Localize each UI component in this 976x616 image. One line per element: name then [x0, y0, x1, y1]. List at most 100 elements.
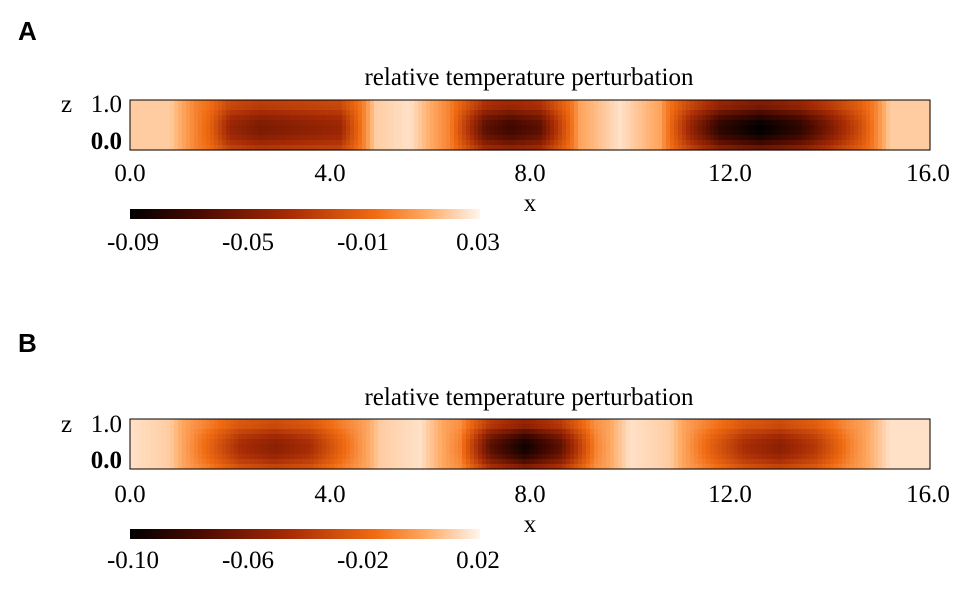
heatmap-cell [450, 110, 455, 116]
heatmap-cell [594, 100, 599, 106]
heatmap-cell [426, 120, 431, 126]
heatmap-cell [638, 125, 643, 131]
heatmap-cell [210, 424, 215, 430]
heatmap-cell [142, 130, 147, 136]
heatmap-cell [578, 434, 583, 440]
heatmap-cell [626, 434, 631, 440]
heatmap-cell [282, 105, 287, 111]
heatmap-cell [770, 110, 775, 116]
heatmap-cell [850, 135, 855, 141]
heatmap-cell [226, 459, 231, 465]
heatmap-cell [534, 459, 539, 465]
heatmap-cell [374, 130, 379, 136]
heatmap-cell [598, 140, 603, 146]
heatmap-cell [758, 135, 763, 141]
heatmap-cell [770, 449, 775, 455]
heatmap-cell [898, 105, 903, 111]
heatmap-cell [246, 424, 251, 430]
heatmap-cell [618, 429, 623, 435]
heatmap-cell [862, 125, 867, 131]
heatmap-cell [622, 444, 627, 450]
heatmap-cell [890, 100, 895, 106]
heatmap-cell [430, 419, 435, 425]
heatmap-cell [794, 120, 799, 126]
heatmap-cell [910, 424, 915, 430]
heatmap-cell [522, 100, 527, 106]
heatmap-cell [866, 424, 871, 430]
heatmap-cell [450, 145, 455, 151]
heatmap-cell [246, 439, 251, 445]
heatmap-cell [158, 120, 163, 126]
heatmap-cell [130, 130, 135, 136]
heatmap-cell [858, 459, 863, 465]
heatmap-cell [714, 135, 719, 141]
heatmap-cell [826, 135, 831, 141]
heatmap-cell [606, 145, 611, 151]
heatmap-cell [474, 115, 479, 121]
heatmap-cell [810, 444, 815, 450]
heatmap-cell [518, 419, 523, 425]
heatmap-cell [314, 454, 319, 460]
heatmap-cell [798, 434, 803, 440]
heatmap-cell [374, 464, 379, 470]
heatmap-cell [454, 459, 459, 465]
heatmap-cell [834, 459, 839, 465]
heatmap-cell [130, 454, 135, 460]
heatmap-cell [622, 100, 627, 106]
heatmap-cell [238, 444, 243, 450]
heatmap-cell [210, 130, 215, 136]
heatmap-cell [510, 449, 515, 455]
heatmap-cell [814, 449, 819, 455]
heatmap-cell [366, 454, 371, 460]
heatmap-cell [794, 444, 799, 450]
heatmap-cell [386, 454, 391, 460]
heatmap-cell [782, 110, 787, 116]
heatmap-cell [542, 454, 547, 460]
heatmap-cell [606, 464, 611, 470]
heatmap-cell [898, 449, 903, 455]
heatmap-cell [250, 434, 255, 440]
heatmap-cell [178, 444, 183, 450]
heatmap-cell [738, 105, 743, 111]
heatmap-cell [586, 140, 591, 146]
heatmap-cell [350, 419, 355, 425]
heatmap-cell [410, 145, 415, 151]
heatmap-cell [634, 125, 639, 131]
heatmap-cell [162, 449, 167, 455]
heatmap-cell [158, 439, 163, 445]
heatmap-cell [590, 135, 595, 141]
heatmap-cell [518, 100, 523, 106]
heatmap-cell [502, 100, 507, 106]
heatmap-cell [410, 459, 415, 465]
heatmap-cell [722, 105, 727, 111]
heatmap-cell [318, 110, 323, 116]
heatmap-cell [350, 125, 355, 131]
heatmap-cell [190, 125, 195, 131]
heatmap-cell [902, 439, 907, 445]
heatmap-cell [190, 140, 195, 146]
heatmap-cell [454, 434, 459, 440]
heatmap-cell [310, 115, 315, 121]
heatmap-cell [454, 130, 459, 136]
heatmap-cell [382, 454, 387, 460]
heatmap-cell [690, 100, 695, 106]
heatmap-cell [246, 444, 251, 450]
heatmap-cell [170, 105, 175, 111]
heatmap-cell [442, 140, 447, 146]
heatmap-cell [866, 125, 871, 131]
heatmap-cell [742, 459, 747, 465]
heatmap-cell [378, 439, 383, 445]
heatmap-cell [814, 125, 819, 131]
heatmap-cell [282, 419, 287, 425]
heatmap-cell [418, 140, 423, 146]
heatmap-cell [622, 449, 627, 455]
heatmap-cell [746, 120, 751, 126]
heatmap-cell [858, 145, 863, 151]
heatmap-cell [170, 449, 175, 455]
heatmap-cell [770, 135, 775, 141]
heatmap-cell [890, 110, 895, 116]
heatmap-cell [866, 110, 871, 116]
heatmap-cell [742, 145, 747, 151]
heatmap-cell [470, 145, 475, 151]
heatmap-cell [610, 105, 615, 111]
